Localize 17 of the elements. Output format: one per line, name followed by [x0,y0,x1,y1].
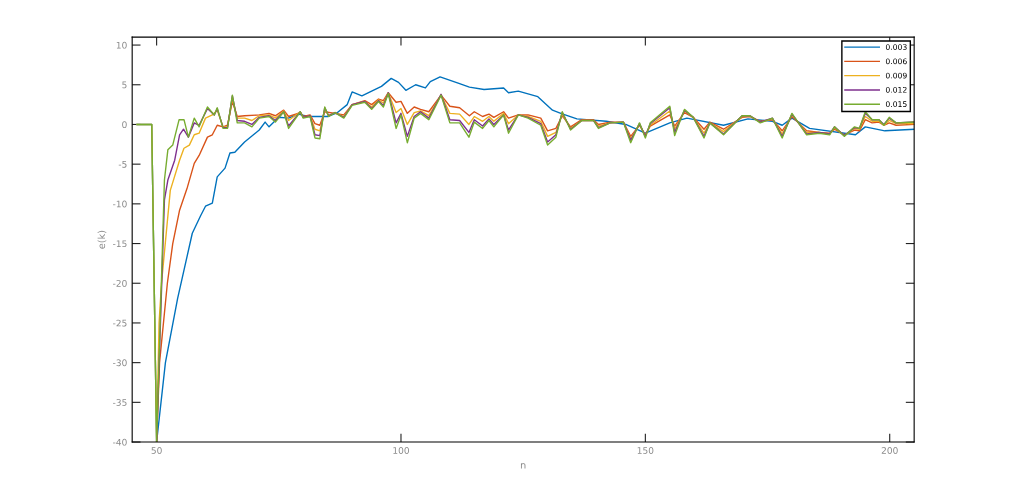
y-tick-label: -40 [113,438,127,446]
y-tick-label: 0 [122,121,127,129]
x-tick-label: 50 [151,447,162,454]
y-tick-label: -5 [118,161,127,168]
y-tick-label: -25 [113,319,127,327]
y-tick-label: -15 [113,240,127,248]
y-tick-label: -35 [113,399,127,406]
x-tick-label: 200 [881,447,898,454]
y-tick-label: 5 [122,81,127,89]
y-tick-label: -10 [113,200,127,208]
y-axis-title: e(k) [97,230,107,249]
x-tick-label: 100 [393,447,409,454]
y-tick-label: -30 [113,359,127,367]
x-axis-title: n [520,463,526,469]
x-tick-label: 150 [637,447,654,454]
y-tick-label: -20 [113,279,127,287]
y-tick-label: 10 [116,41,127,49]
